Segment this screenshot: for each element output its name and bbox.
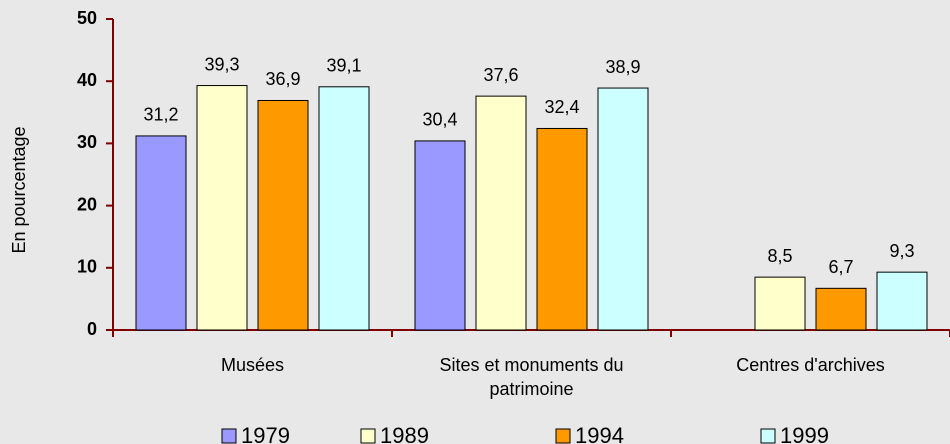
legend-swatch — [760, 428, 776, 444]
legend-swatch — [360, 428, 376, 444]
y-tick-label: 50 — [77, 8, 97, 28]
x-tick-label: Musées — [220, 355, 285, 375]
bar — [475, 95, 527, 331]
value-label: 36,9 — [265, 69, 300, 89]
value-label: 8,5 — [767, 246, 792, 266]
bar — [414, 140, 466, 331]
y-tick-label: 0 — [87, 319, 97, 339]
bar — [135, 135, 187, 331]
y-tick-label: 30 — [77, 132, 97, 152]
x-tick-label: Centres d'archives — [736, 355, 885, 375]
y-tick-label: 10 — [77, 257, 97, 277]
value-label: 32,4 — [544, 97, 579, 117]
legend-label: 1979 — [241, 423, 290, 444]
value-label: 39,1 — [326, 56, 361, 76]
legend-swatch — [555, 428, 571, 444]
legend-label: 1994 — [575, 423, 624, 444]
x-tick-label: Sites et monuments du patrimoine — [439, 355, 624, 399]
legend-label: 1989 — [380, 423, 429, 444]
value-label: 30,4 — [422, 110, 457, 130]
y-tick-label: 20 — [77, 194, 97, 214]
value-label: 6,7 — [828, 257, 853, 277]
value-label: 37,6 — [483, 65, 518, 85]
value-label: 39,3 — [204, 54, 239, 74]
value-label: 31,2 — [143, 105, 178, 125]
bar — [876, 271, 928, 331]
bar — [196, 85, 248, 331]
bar — [815, 287, 867, 331]
legend-swatch — [221, 428, 237, 444]
bar — [257, 99, 309, 331]
bar — [754, 276, 806, 331]
bar — [318, 86, 370, 331]
y-tick-label: 40 — [77, 70, 97, 90]
value-label: 38,9 — [605, 57, 640, 77]
bar — [597, 87, 649, 331]
y-axis-label: En pourcentage — [9, 126, 29, 253]
bar — [536, 127, 588, 331]
legend-label: 1999 — [780, 423, 829, 444]
value-label: 9,3 — [889, 241, 914, 261]
